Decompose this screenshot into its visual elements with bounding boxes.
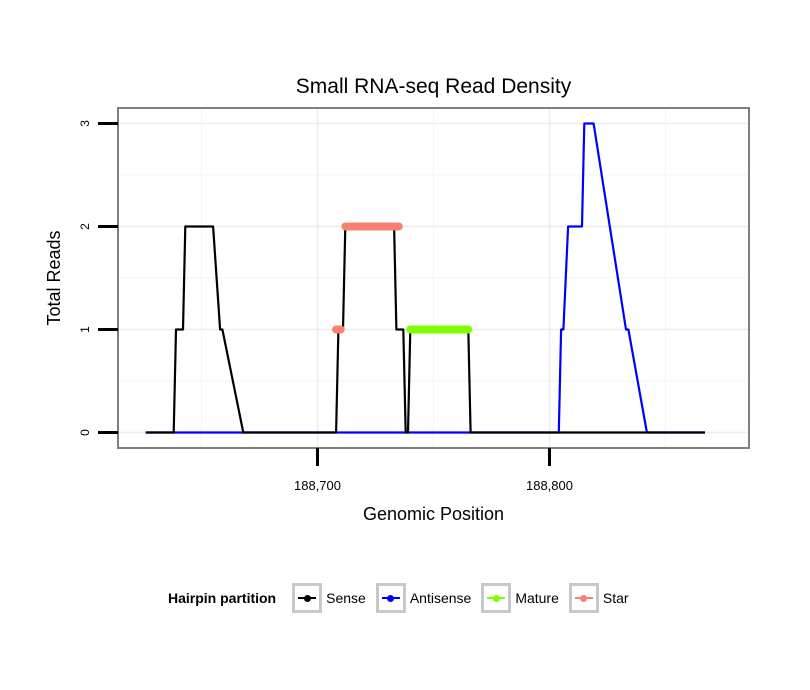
x-axis-label: Genomic Position [363,504,504,524]
series-line-sense [145,225,705,434]
series-line-antisense [145,122,705,434]
x-tick-label-1: 188,800 [526,478,573,493]
legend-key-antisense [375,583,406,613]
y-tick-label-2: 2 [78,223,92,230]
legend-label-antisense: Antisense [409,590,472,606]
chart-title: Small RNA-seq Read Density [296,75,572,98]
legend-label-mature: Mature [515,590,559,606]
y-tick-label-1: 1 [78,326,92,333]
legend-item-star: Star [568,583,633,613]
legend-key-sense [292,583,323,613]
panel-border [117,107,750,449]
legend-key-star [568,583,599,613]
legend-label-sense: Sense [326,590,366,606]
y-tick-label-3: 3 [78,120,92,127]
legend-title: Hairpin partition [168,590,277,606]
legend-label-star: Star [602,590,629,606]
y-tick-label-0: 0 [78,429,92,436]
legend: Hairpin partition Sense Antisense Mature… [168,583,639,613]
x-tick-label-0: 188,700 [294,478,341,493]
legend-key-mature [481,583,512,613]
legend-item-mature: Mature [481,583,563,613]
legend-item-sense: Sense [292,583,370,613]
legend-item-antisense: Antisense [375,583,475,613]
y-axis-label: Total Reads [44,230,64,325]
